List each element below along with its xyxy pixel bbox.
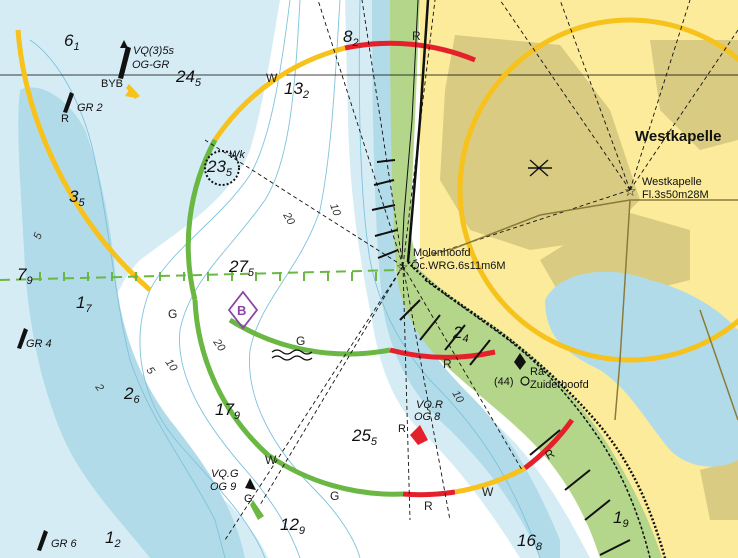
church-symbol — [528, 159, 552, 177]
sector-letter-2: W — [266, 71, 278, 85]
buoy-vq5s-characteristic: VQ(3)5s — [133, 45, 174, 57]
wreck-label: Wk — [229, 149, 245, 161]
wreck-circle — [204, 150, 240, 186]
buoy-gr2-label: GR 2 — [77, 102, 103, 114]
sounding-2: 245 — [175, 67, 202, 89]
sector-letter-7: R — [424, 499, 433, 513]
sounding-17: 19 — [613, 508, 629, 530]
weed-symbol — [271, 349, 313, 361]
groynes — [371, 159, 631, 556]
sector-arc-west-white — [15, 29, 152, 292]
built-up-area-southeast — [700, 460, 738, 520]
roads — [449, 199, 738, 421]
sector-letter-6: G — [330, 489, 339, 503]
zuiderhoofd-number: (44) — [494, 376, 514, 388]
sounding-8: 79 — [17, 265, 33, 287]
molenhoofd-light-characteristic: Oc.WRG.6s11m6M — [411, 260, 506, 272]
molenhoofd-light-name: Molenhoofd — [413, 247, 471, 259]
sounding-13: 255 — [351, 426, 378, 448]
sector-limit-lines — [204, 0, 738, 541]
sounding-5: 35 — [69, 187, 85, 209]
sounding-3: 82 — [343, 27, 359, 49]
soundings: 61 245 82 132 35 235 275 79 17 24 26 179… — [17, 27, 629, 553]
buoy-labels: VQ(3)5s OG-GR BYB GR 2 R GR 4 GR 6 VQ.R … — [26, 45, 443, 550]
buoy-symbols — [17, 40, 428, 551]
inland-water — [545, 271, 738, 467]
built-up-area-north — [440, 35, 640, 250]
intertidal-zone — [390, 0, 662, 558]
sector-letter-9: G — [296, 334, 305, 348]
anchorage-diamond — [227, 290, 259, 330]
sector-arc-west-dash — [0, 269, 401, 281]
buoy-vq5s-colour: OG-GR — [132, 59, 169, 71]
sounding-4: 132 — [284, 79, 309, 101]
sounding-6: 235 — [206, 157, 233, 179]
sector-letter-4: R — [443, 357, 452, 371]
sector-letter-5: W — [265, 453, 277, 467]
zuiderhoofd-light — [520, 376, 530, 386]
buoy-vqg-characteristic: VQ.G — [211, 468, 239, 480]
sounding-9: 17 — [76, 293, 92, 315]
contour-label-2: 10 — [327, 202, 343, 218]
buoy-vqr-colour: OG 8 — [414, 411, 441, 423]
sector-letter-8: W — [482, 485, 494, 499]
molenhoofd-sector-arcs — [185, 40, 575, 498]
molenhoofd-light-star: ☆ — [396, 260, 409, 276]
zuiderhoofd-radar: Ra — [530, 366, 545, 378]
sounding-7: 275 — [228, 257, 255, 279]
dash-ticks — [39, 272, 377, 281]
zuiderhoofd-name: Zuiderhoofd — [530, 379, 589, 391]
buoy-vqr-small: R — [398, 423, 406, 435]
buoy-vqg-small: G — [244, 493, 253, 505]
buoy-vqg-colour: OG 9 — [210, 481, 236, 493]
westkapelle-light-star: ☆ — [624, 184, 637, 200]
buoy-gr6-label: GR 6 — [51, 538, 78, 550]
sector-letter-1: R — [412, 29, 421, 43]
sector-letter-3: G — [168, 307, 177, 321]
sounding-16: 168 — [517, 531, 543, 553]
sounding-11: 26 — [123, 384, 140, 406]
westkapelle-light-circle — [457, 17, 738, 363]
westkapelle-light-name: Westkapelle — [642, 176, 702, 188]
sounding-1: 61 — [64, 31, 80, 53]
contour-label-1: 5 — [32, 230, 46, 241]
zuiderhoofd-beacon — [514, 353, 526, 370]
buoy-vqr-characteristic: VQ.R — [416, 399, 443, 411]
sounding-10: 24 — [452, 323, 469, 345]
place-name-westkapelle: Westkapelle — [635, 128, 721, 145]
sounding-12: 179 — [215, 400, 240, 422]
buoy-gr2-small: R — [61, 113, 69, 125]
dyke — [401, 0, 667, 558]
sounding-15: 12 — [105, 528, 121, 550]
westkapelle-light-characteristic: Fl.3s50m28M — [642, 189, 709, 201]
anchorage-label: B — [237, 303, 246, 318]
buoy-vq5s-type: BYB — [101, 78, 123, 90]
buoy-gr4-label: GR 4 — [26, 338, 52, 350]
sounding-14: 129 — [280, 515, 305, 537]
